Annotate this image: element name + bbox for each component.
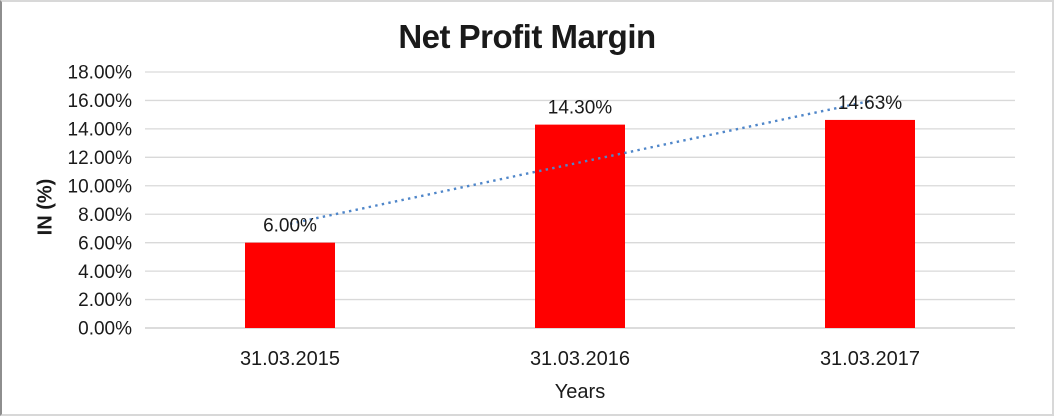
x-tick-label: 31.03.2017 <box>820 348 920 370</box>
chart-title: Net Profit Margin <box>398 18 656 55</box>
y-tick-label: 16.00% <box>68 91 133 112</box>
y-tick-label: 0.00% <box>78 319 132 340</box>
bar-data-label: 14.30% <box>548 98 613 119</box>
y-tick-label: 2.00% <box>78 290 132 311</box>
trendline <box>289 99 871 225</box>
y-tick-label: 6.00% <box>78 233 132 254</box>
y-tick-label: 8.00% <box>78 205 132 226</box>
y-tick-label: 14.00% <box>68 120 133 141</box>
x-axis-title: Years <box>554 381 606 403</box>
x-tick-label: 31.03.2015 <box>240 348 340 370</box>
bar-31.03.2015 <box>245 242 335 328</box>
y-tick-label: 10.00% <box>68 176 133 197</box>
y-tick-label: 4.00% <box>78 262 132 283</box>
x-tick-label: 31.03.2016 <box>530 348 630 370</box>
y-tick-label: 12.00% <box>68 148 133 169</box>
bar-31.03.2017 <box>825 119 915 328</box>
bar-data-label: 6.00% <box>263 216 317 237</box>
bar-data-label: 14.63% <box>838 93 903 114</box>
bar-31.03.2016 <box>535 124 625 328</box>
y-tick-label: 18.00% <box>68 63 133 84</box>
